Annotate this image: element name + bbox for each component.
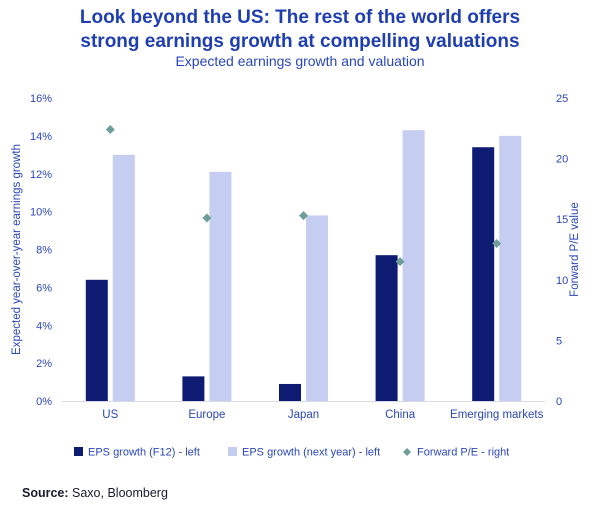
left-tick-label: 12% bbox=[30, 169, 52, 181]
right-tick-label: 0 bbox=[556, 396, 562, 408]
category-label: US bbox=[102, 409, 118, 421]
category-label: Japan bbox=[288, 409, 319, 421]
bar-eps-next-year bbox=[209, 171, 232, 401]
right-tick-label: 25 bbox=[556, 93, 568, 105]
legend-label-forward-pe: Forward P/E - right bbox=[417, 447, 509, 459]
left-tick-label: 4% bbox=[36, 320, 52, 332]
left-tick-label: 6% bbox=[36, 282, 52, 294]
chart-title-line-1: Look beyond the US: The rest of the worl… bbox=[79, 7, 521, 28]
category-label: Emerging markets bbox=[450, 409, 544, 421]
left-tick-label: 16% bbox=[30, 93, 52, 105]
bar-eps-next-year bbox=[402, 130, 425, 401]
source-label: Source: bbox=[22, 486, 69, 500]
marker-forward-pe bbox=[299, 211, 308, 221]
marker-forward-pe bbox=[395, 257, 405, 267]
left-axis-title: Expected year-over-year earnings growth bbox=[11, 144, 23, 355]
right-tick-label: 5 bbox=[556, 335, 562, 347]
source-text: Saxo, Bloomberg bbox=[68, 486, 168, 500]
right-tick-label: 15 bbox=[556, 214, 568, 226]
bar-eps-next-year bbox=[112, 154, 135, 401]
left-tick-label: 2% bbox=[36, 358, 52, 370]
bar-eps-f12 bbox=[182, 376, 205, 401]
left-tick-label: 14% bbox=[30, 131, 52, 143]
chart-subtitle: Expected earnings growth and valuation bbox=[175, 53, 425, 69]
right-tick-label: 10 bbox=[556, 275, 568, 287]
source-note: Source: Saxo, Bloomberg bbox=[22, 486, 168, 500]
bar-eps-f12 bbox=[279, 383, 301, 401]
chart-svg: 0% 2% 4% 6% 8% 10% 12% 14% 16% 0 5 10 15 20 25 Expected… bbox=[11, 93, 581, 459]
category-label: Europe bbox=[188, 409, 225, 421]
chart-title: Look beyond the US: The rest of the worl… bbox=[0, 6, 600, 54]
bar-eps-f12 bbox=[375, 255, 398, 401]
left-tick-label: 8% bbox=[36, 245, 52, 257]
marker-forward-pe bbox=[202, 213, 212, 223]
right-axis-title: Forward P/E value bbox=[569, 202, 581, 297]
right-tick-label: 20 bbox=[556, 154, 568, 166]
bar-eps-next-year bbox=[306, 215, 328, 401]
legend-swatch-eps-next-year bbox=[228, 447, 237, 456]
chart-title-line-2: strong earnings growth at compelling val… bbox=[80, 31, 520, 52]
legend-swatch-forward-pe bbox=[403, 448, 411, 456]
left-tick-label: 0% bbox=[36, 396, 52, 408]
marker-forward-pe bbox=[105, 125, 115, 135]
legend-swatch-eps-f12 bbox=[74, 447, 83, 456]
bar-eps-f12 bbox=[85, 279, 108, 401]
left-tick-label: 10% bbox=[30, 207, 52, 219]
bar-eps-f12 bbox=[472, 147, 495, 401]
marker-forward-pe bbox=[492, 238, 502, 248]
bar-eps-next-year bbox=[499, 135, 522, 401]
legend-label-eps-next-year: EPS growth (next year) - left bbox=[242, 447, 380, 459]
category-label: China bbox=[385, 409, 416, 421]
legend-label-eps-f12: EPS growth (F12) - left bbox=[88, 447, 200, 459]
